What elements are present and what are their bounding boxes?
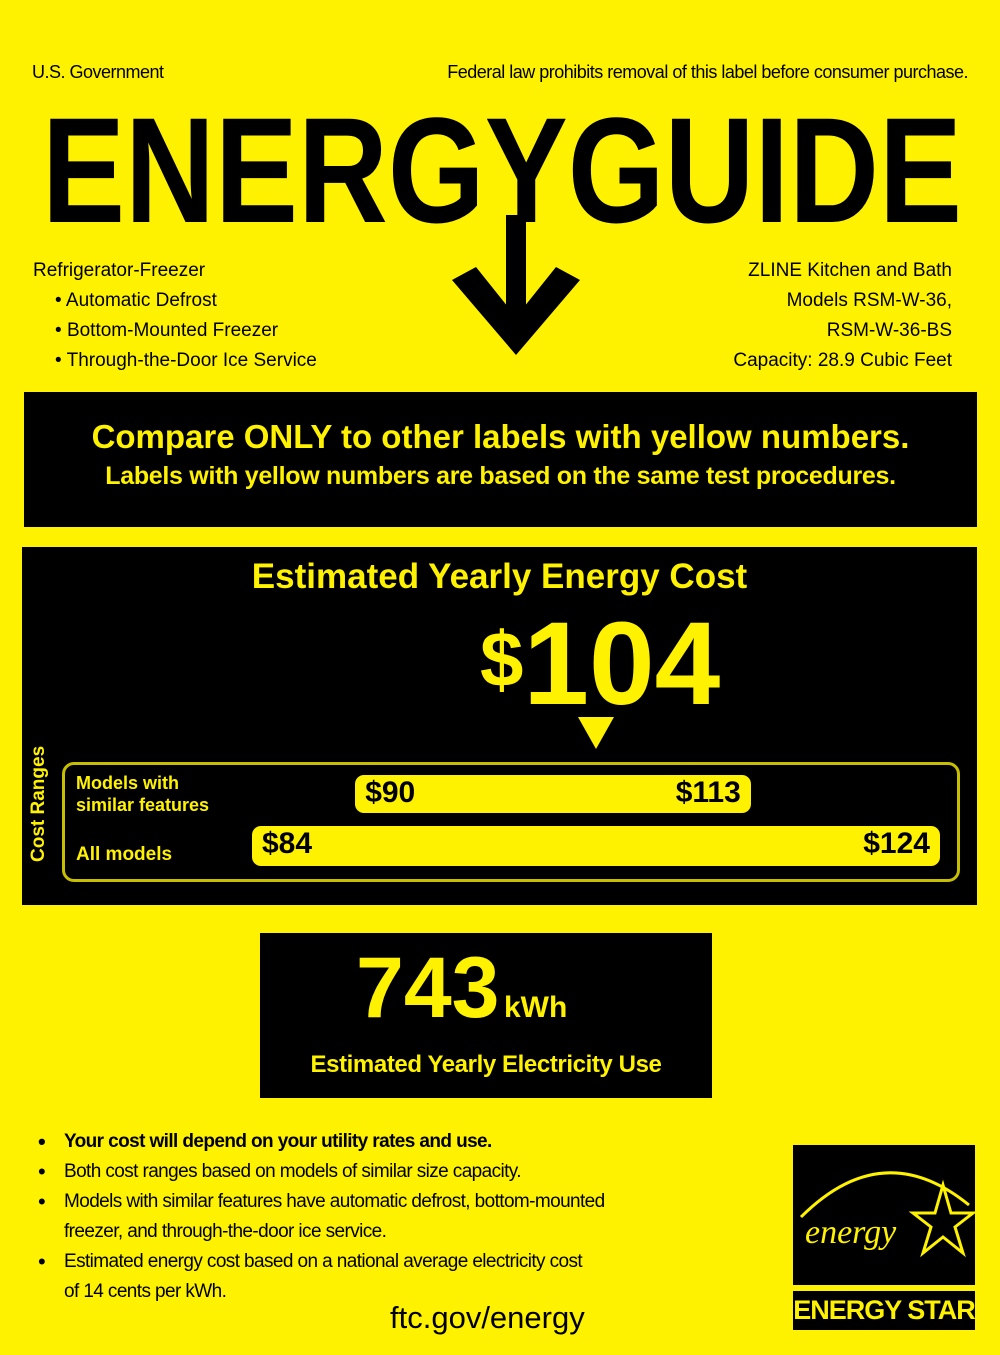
note-item: Models with similar features have automa… bbox=[38, 1187, 605, 1217]
energy-star-label: ENERGY STAR bbox=[793, 1291, 976, 1330]
feature-text: Bottom-Mounted Freezer bbox=[66, 320, 279, 341]
cost-ranges-frame bbox=[62, 762, 960, 882]
note-item: Your cost will depend on your utility ra… bbox=[38, 1127, 492, 1157]
models-line-2: RSM-W-36-BS bbox=[826, 320, 952, 341]
all-models-label: All models bbox=[76, 844, 173, 865]
feature-item: • Bottom-Mounted Freezer bbox=[55, 320, 279, 341]
government-label: U.S. Government bbox=[32, 62, 164, 82]
similar-min: $90 bbox=[365, 776, 416, 809]
all-models-range-bar: $84 $124 bbox=[252, 826, 940, 866]
feature-item: • Through-the-Door Ice Service bbox=[55, 350, 317, 371]
product-type: Refrigerator-Freezer bbox=[33, 260, 206, 281]
feature-item: • Automatic Defrost bbox=[55, 290, 217, 311]
note-item: of 14 cents per kWh. bbox=[64, 1281, 227, 1302]
energy-star-logo: energy ENERGY STAR bbox=[793, 1145, 976, 1330]
note-item: Estimated energy cost based on a nationa… bbox=[38, 1247, 583, 1277]
feature-text: Through-the-Door Ice Service bbox=[66, 350, 317, 371]
electricity-box: 743 kWh Estimated Yearly Electricity Use bbox=[260, 933, 712, 1098]
ftc-link[interactable]: ftc.gov/energy bbox=[390, 1300, 585, 1335]
removal-notice: Federal law prohibits removal of this la… bbox=[447, 62, 968, 82]
arrow-stem bbox=[506, 215, 526, 325]
cost-value: 104 bbox=[523, 598, 721, 730]
energyguide-logo: ENERGYGUIDE bbox=[42, 95, 962, 355]
cost-heading: Estimated Yearly Energy Cost bbox=[251, 557, 748, 596]
compare-line-1: Compare ONLY to other labels with yellow… bbox=[91, 418, 910, 455]
similar-label-line-1: Models with bbox=[76, 773, 179, 793]
product-info: Refrigerator-Freezer • Automatic Defrost… bbox=[33, 256, 317, 376]
electricity-use: 743 kWh bbox=[356, 945, 567, 1031]
models-line-1: Models RSM-W-36, bbox=[786, 290, 952, 311]
note-item: freezer, and through-the-door ice servic… bbox=[64, 1221, 387, 1242]
energy-star-icon: energy bbox=[793, 1145, 975, 1285]
notes-list: Your cost will depend on your utility ra… bbox=[38, 1127, 605, 1307]
energy-script: energy bbox=[805, 1214, 897, 1251]
kwh-unit: kWh bbox=[503, 991, 568, 1024]
compare-box: Compare ONLY to other labels with yellow… bbox=[24, 392, 977, 527]
feature-text: Automatic Defrost bbox=[65, 290, 217, 311]
similar-models-label: Models with similar features bbox=[76, 772, 209, 816]
similar-max: $113 bbox=[675, 776, 741, 809]
manufacturer: ZLINE Kitchen and Bath bbox=[748, 260, 952, 281]
similar-models-range-bar: $90 $113 bbox=[355, 775, 751, 813]
energyguide-title: ENERGYGUIDE bbox=[42, 95, 962, 254]
compare-line-2: Labels with yellow numbers are based on … bbox=[105, 462, 896, 490]
capacity: Capacity: 28.9 Cubic Feet bbox=[733, 350, 952, 371]
model-info: ZLINE Kitchen and Bath Models RSM-W-36, … bbox=[733, 256, 952, 376]
currency-symbol: $ bbox=[480, 615, 524, 703]
cost-pointer-icon bbox=[578, 717, 614, 749]
note-item: Both cost ranges based on models of simi… bbox=[38, 1157, 522, 1187]
similar-label-line-2: similar features bbox=[76, 795, 210, 815]
cost-ranges-label: Cost Ranges bbox=[28, 745, 49, 862]
electricity-label: Estimated Yearly Electricity Use bbox=[310, 1051, 662, 1078]
arrow-down-icon bbox=[452, 267, 580, 355]
cost-box: Estimated Yearly Energy Cost $104 Cost R… bbox=[22, 547, 977, 905]
all-max: $124 bbox=[863, 827, 930, 860]
all-min: $84 bbox=[262, 827, 313, 860]
kwh-value: 743 bbox=[356, 940, 500, 1036]
cost-amount: $104 bbox=[480, 605, 720, 723]
